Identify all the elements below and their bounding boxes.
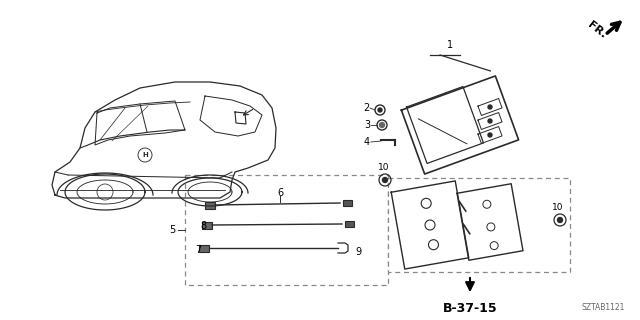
Circle shape (557, 218, 563, 222)
Text: B-37-15: B-37-15 (443, 301, 497, 315)
Text: 3: 3 (364, 120, 370, 130)
Circle shape (488, 105, 492, 109)
Bar (199, 244, 209, 252)
Bar (205, 202, 215, 209)
Circle shape (380, 123, 385, 127)
Bar (388, 178, 570, 272)
Text: H: H (142, 152, 148, 158)
Circle shape (488, 133, 492, 137)
Text: 4: 4 (364, 137, 370, 147)
Circle shape (488, 119, 492, 123)
Bar (342, 200, 351, 206)
Text: 9: 9 (355, 247, 361, 257)
Text: 10: 10 (552, 203, 564, 212)
Text: 7: 7 (195, 245, 201, 255)
Bar (185, 175, 388, 285)
Text: 10: 10 (378, 163, 390, 172)
Text: 2: 2 (364, 103, 370, 113)
Text: FR.: FR. (586, 20, 608, 40)
Text: 5: 5 (169, 225, 175, 235)
Text: SZTAB1121: SZTAB1121 (582, 303, 625, 312)
Circle shape (383, 178, 387, 182)
Text: 1: 1 (447, 40, 453, 50)
Text: 6: 6 (277, 188, 283, 198)
Circle shape (378, 108, 382, 112)
Text: 8: 8 (200, 221, 206, 231)
Bar (344, 221, 353, 227)
Bar (202, 221, 212, 228)
